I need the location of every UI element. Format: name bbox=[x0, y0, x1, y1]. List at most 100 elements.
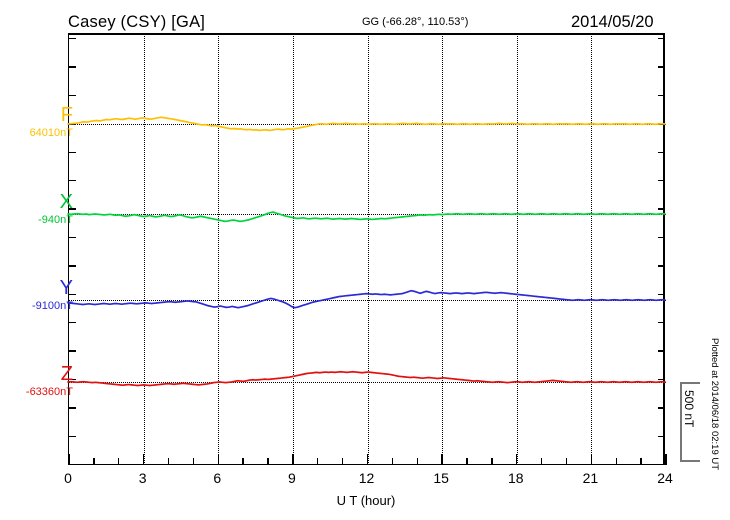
x-tick-label-12: 12 bbox=[358, 470, 375, 486]
y-tick bbox=[658, 208, 665, 210]
channel-letter-y: Y bbox=[59, 277, 73, 299]
x-tick-hour-20 bbox=[565, 457, 568, 465]
gridline-hour-18 bbox=[516, 33, 518, 465]
x-tick-label-9: 9 bbox=[287, 470, 296, 486]
channel-letter-x: X bbox=[59, 191, 73, 213]
baseline-y bbox=[69, 300, 666, 301]
x-tick-label-18: 18 bbox=[507, 470, 524, 486]
y-tick bbox=[658, 236, 665, 239]
x-tick-hour-7 bbox=[242, 457, 244, 465]
gridline-hour-21 bbox=[591, 33, 593, 465]
x-tick-hour-14 bbox=[416, 457, 418, 465]
gridline-hour-15 bbox=[442, 33, 444, 465]
x-tick-hour-3 bbox=[142, 453, 145, 465]
channel-letter-z: Z bbox=[60, 363, 73, 385]
x-tick-label-0: 0 bbox=[64, 470, 72, 486]
scale-bar-line bbox=[680, 382, 682, 462]
x-tick-hour-24 bbox=[665, 453, 667, 465]
x-tick-hour-8 bbox=[267, 457, 269, 465]
y-tick bbox=[658, 435, 665, 437]
trace-x bbox=[67, 211, 666, 223]
observation-date: 2014/05/20 bbox=[571, 13, 654, 31]
x-tick-hour-5 bbox=[192, 457, 195, 465]
channel-value-f: 64010nT bbox=[29, 127, 73, 139]
x-tick-hour-18 bbox=[516, 453, 518, 465]
x-tick-label-3: 3 bbox=[138, 470, 147, 486]
y-tick bbox=[658, 151, 665, 153]
gridline-hour-6 bbox=[218, 33, 220, 465]
channel-value-z: -63360nT bbox=[25, 386, 73, 398]
x-tick-hour-0 bbox=[68, 453, 70, 465]
y-tick bbox=[69, 293, 76, 295]
magnetogram-traces bbox=[67, 116, 666, 387]
y-tick bbox=[658, 350, 665, 352]
x-tick-hour-16 bbox=[466, 457, 468, 465]
x-tick-hour-17 bbox=[491, 457, 493, 465]
page-title: Casey (CSY) [GA] bbox=[68, 13, 206, 31]
y-tick bbox=[658, 407, 665, 409]
channel-value-y: -9100nT bbox=[32, 300, 73, 312]
scale-bar-cap-top bbox=[680, 382, 700, 384]
channel-label-x: X -940nT bbox=[8, 192, 73, 228]
y-tick bbox=[69, 66, 76, 68]
x-tick-hour-19 bbox=[540, 457, 543, 465]
channel-label-y: Y -9100nT bbox=[8, 278, 73, 314]
trace-y bbox=[67, 289, 666, 309]
x-tick-label-24: 24 bbox=[657, 470, 673, 486]
channel-value-x: -940nT bbox=[38, 214, 73, 226]
geographic-coordinates: GG (-66.28°, 110.53°) bbox=[362, 16, 469, 28]
x-tick-label-6: 6 bbox=[213, 470, 222, 486]
x-tick-hour-23 bbox=[640, 457, 642, 465]
x-tick-hour-11 bbox=[341, 457, 344, 465]
x-tick-hour-22 bbox=[615, 457, 617, 465]
y-tick bbox=[69, 322, 76, 324]
y-tick bbox=[69, 378, 76, 381]
baseline-x bbox=[69, 214, 666, 215]
y-tick bbox=[69, 407, 76, 409]
x-tick-hour-4 bbox=[167, 457, 170, 465]
x-tick-label-15: 15 bbox=[433, 470, 449, 486]
plotted-at-stamp: Plotted at 2014/06/18 02:19 UT bbox=[709, 338, 720, 471]
y-tick bbox=[658, 322, 665, 324]
trace-z bbox=[67, 370, 666, 387]
trace-f bbox=[67, 116, 666, 132]
y-tick bbox=[69, 94, 76, 97]
y-tick bbox=[69, 208, 76, 210]
channel-label-f: F 64010nT bbox=[8, 105, 73, 141]
baseline-z bbox=[69, 382, 666, 383]
y-tick bbox=[658, 180, 665, 182]
y-tick bbox=[69, 464, 76, 466]
channel-label-z: Z -63360nT bbox=[8, 364, 73, 400]
y-tick bbox=[658, 94, 665, 97]
gridline-hour-12 bbox=[367, 33, 369, 465]
x-tick-hour-10 bbox=[317, 457, 319, 465]
x-tick-hour-6 bbox=[217, 453, 219, 465]
y-tick bbox=[69, 151, 76, 153]
y-tick bbox=[69, 236, 76, 239]
y-tick bbox=[658, 464, 665, 466]
gridline-hour-3 bbox=[143, 33, 145, 465]
y-tick bbox=[69, 435, 76, 437]
x-tick-hour-1 bbox=[93, 457, 95, 465]
y-tick bbox=[658, 293, 665, 295]
scale-bar-label: 500 nT bbox=[682, 390, 696, 428]
plot-top-border bbox=[68, 33, 665, 35]
plot-right-border bbox=[663, 33, 665, 465]
y-tick bbox=[658, 66, 665, 68]
x-tick-hour-15 bbox=[441, 453, 443, 465]
x-tick-hour-13 bbox=[391, 457, 394, 465]
y-tick bbox=[658, 265, 665, 267]
y-tick bbox=[69, 38, 76, 40]
y-tick bbox=[658, 38, 665, 40]
channel-letter-f: F bbox=[60, 104, 73, 126]
x-axis-title: U T (hour) bbox=[336, 493, 396, 508]
x-tick-hour-2 bbox=[118, 457, 120, 465]
x-tick-label-21: 21 bbox=[582, 470, 599, 486]
y-tick bbox=[69, 265, 76, 267]
x-tick-hour-9 bbox=[292, 453, 294, 465]
x-tick-hour-21 bbox=[590, 453, 593, 465]
scale-bar-cap-bottom bbox=[680, 460, 700, 462]
y-tick bbox=[69, 350, 76, 352]
y-tick bbox=[69, 180, 76, 182]
